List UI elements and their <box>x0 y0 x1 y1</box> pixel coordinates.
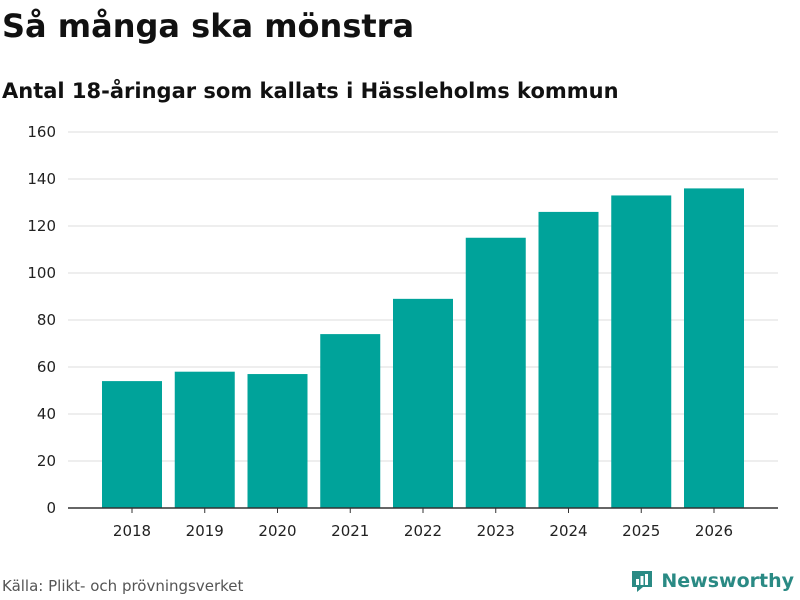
y-tick-label: 140 <box>27 170 56 188</box>
bar-2019 <box>174 371 235 508</box>
bar-2026 <box>684 188 744 508</box>
bar-2021 <box>320 334 381 508</box>
x-tick-label: 2019 <box>186 522 224 540</box>
x-tick-label: 2018 <box>113 522 151 540</box>
y-tick-label: 40 <box>37 405 56 423</box>
x-axis-ticks: 2018 2019 2020 2021 2022 2023 2024 2025 2026 <box>113 508 733 540</box>
y-tick-label: 160 <box>27 123 56 141</box>
brand-name: Newsworthy <box>661 570 794 592</box>
y-tick-label: 100 <box>27 264 56 282</box>
y-tick-label: 20 <box>37 452 56 470</box>
x-tick-label: 2025 <box>622 522 660 540</box>
y-tick-label: 80 <box>37 311 56 329</box>
chart-title: Så många ska mönstra <box>2 7 415 45</box>
bar-2020 <box>247 374 308 508</box>
x-tick-label: 2026 <box>695 522 733 540</box>
y-tick-label: 120 <box>27 217 56 235</box>
chart-subtitle: Antal 18-åringar som kallats i Hässlehol… <box>2 79 619 103</box>
y-tick-label: 0 <box>46 499 56 517</box>
brand-logo: Newsworthy <box>629 568 794 594</box>
y-axis-ticks: 0 20 40 60 80 100 120 140 160 <box>27 123 56 517</box>
x-tick-label: 2024 <box>549 522 587 540</box>
bar-2025 <box>611 195 672 508</box>
bar-2018 <box>102 381 162 508</box>
bar-2023 <box>465 237 526 508</box>
y-tick-label: 60 <box>37 358 56 376</box>
x-tick-label: 2021 <box>331 522 369 540</box>
x-tick-label: 2023 <box>477 522 515 540</box>
bar-2024 <box>538 211 599 508</box>
bar-chart-logo-icon <box>632 571 653 592</box>
source-note: Källa: Plikt- och prövningsverket <box>2 577 244 595</box>
bars <box>102 188 744 508</box>
bar-2022 <box>393 298 453 508</box>
x-tick-label: 2020 <box>258 522 296 540</box>
x-tick-label: 2022 <box>404 522 442 540</box>
